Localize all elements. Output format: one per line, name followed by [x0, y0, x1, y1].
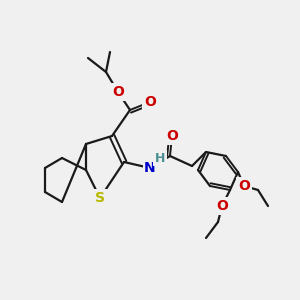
Text: S: S [95, 191, 105, 205]
Text: N: N [144, 161, 156, 175]
Text: O: O [216, 199, 228, 213]
Text: H: H [155, 152, 165, 164]
Text: O: O [166, 129, 178, 143]
Text: O: O [144, 95, 156, 109]
Text: O: O [238, 179, 250, 193]
Text: O: O [112, 85, 124, 99]
